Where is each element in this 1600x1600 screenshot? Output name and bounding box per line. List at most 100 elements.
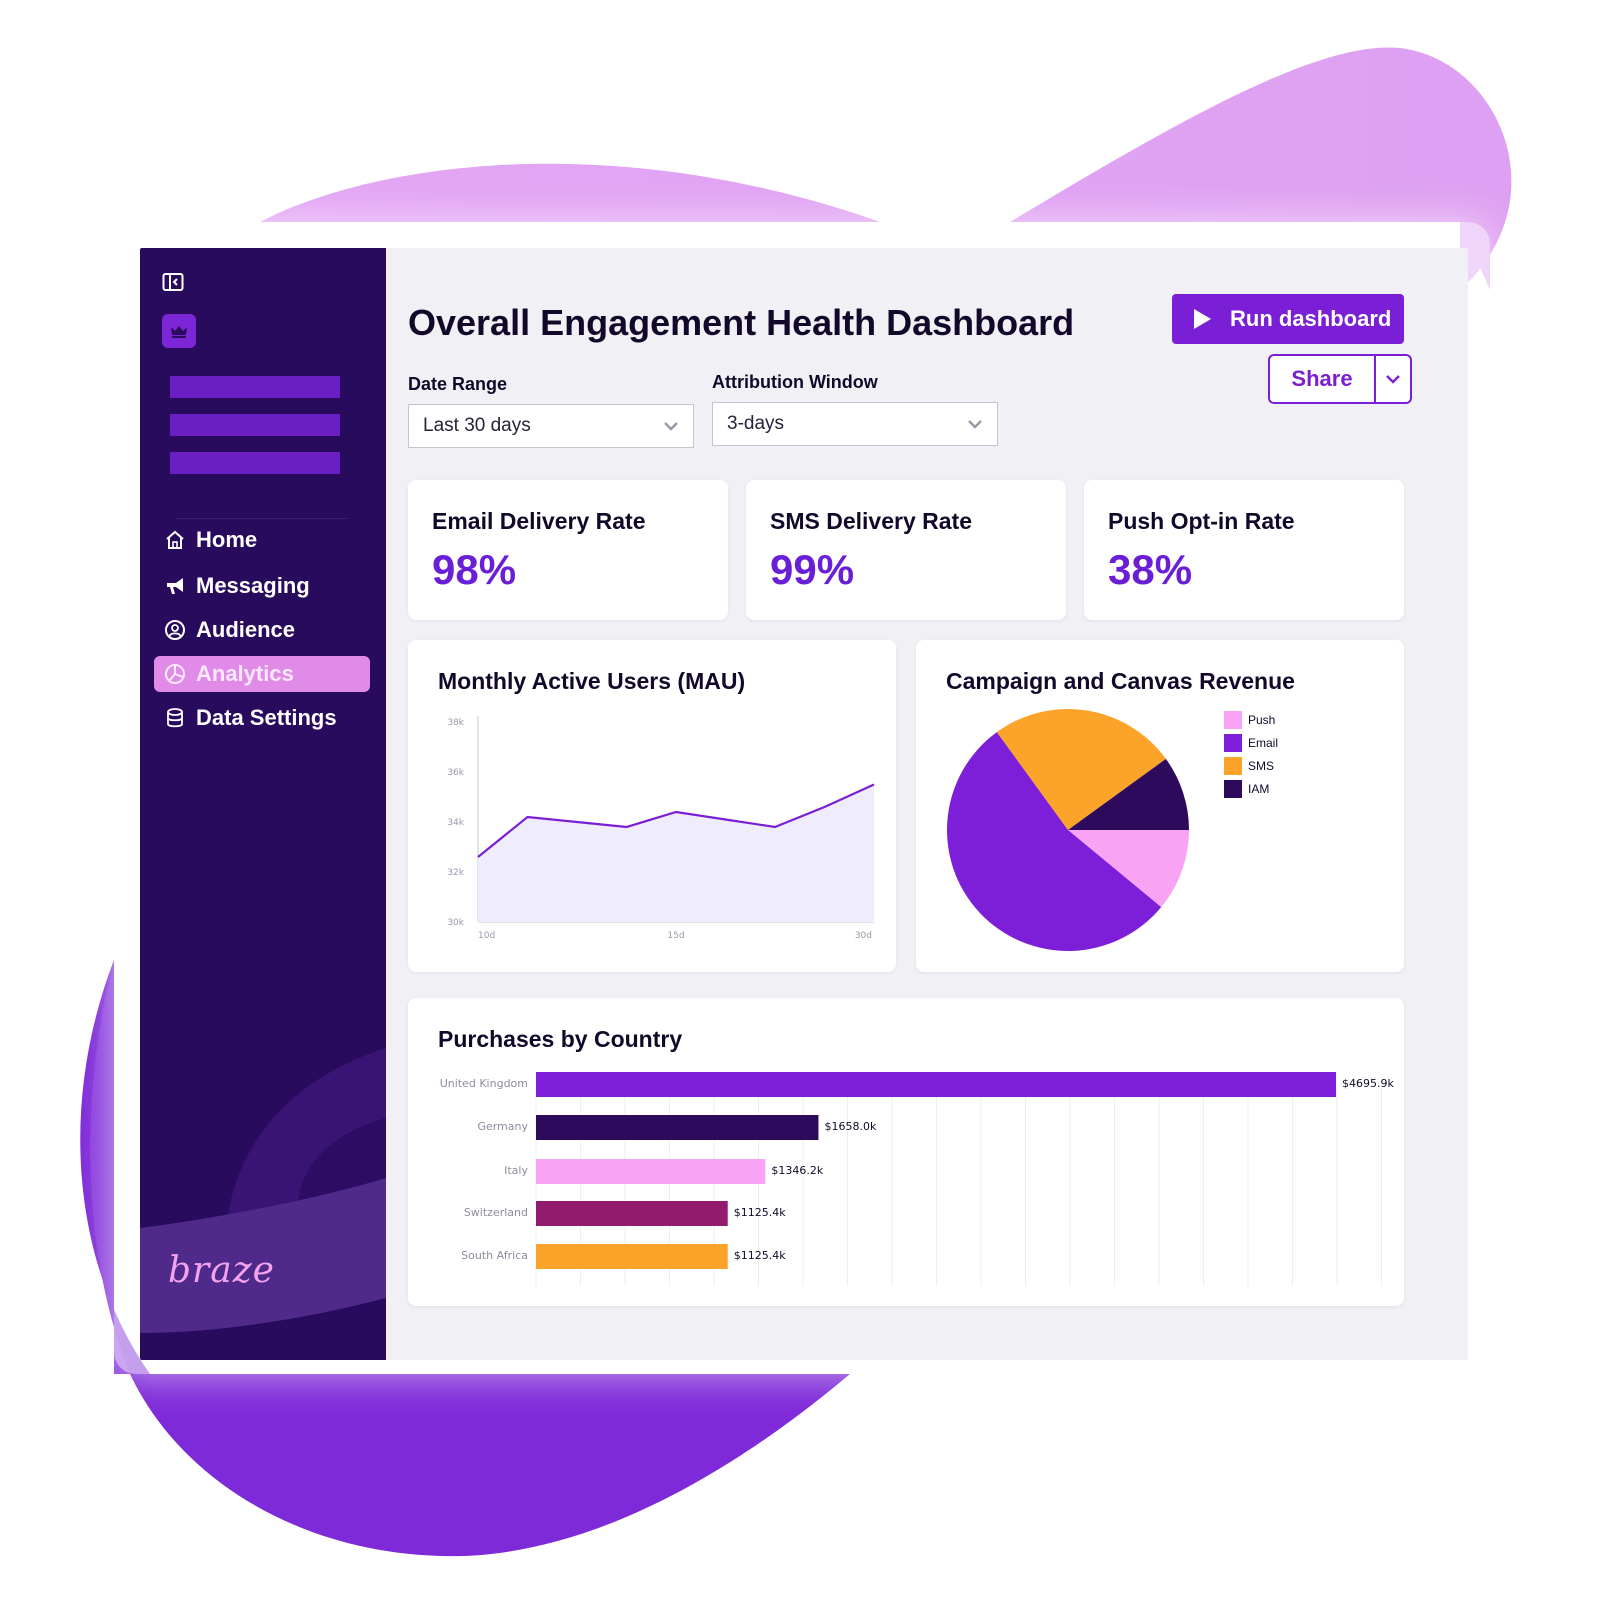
crown-icon[interactable]	[162, 314, 196, 348]
chart-title: Monthly Active Users (MAU)	[438, 668, 746, 694]
legend-swatch	[1224, 756, 1242, 775]
sidebar-placeholder-bar	[170, 376, 340, 398]
x-tick-label: 10d	[478, 931, 495, 941]
legend-swatch	[1224, 710, 1242, 729]
legend-swatch	[1224, 733, 1242, 752]
play-icon	[1194, 309, 1211, 329]
sidebar-item-label: Home	[196, 527, 258, 552]
bar-south-africa	[536, 1244, 728, 1269]
purchases-bar-chart: United Kingdom $4695.9k Germany $1658.0k Ita…	[440, 1072, 1394, 1286]
kpi-card-email: Email Delivery Rate 98%	[408, 480, 728, 620]
kpi-label: Email Delivery Rate	[432, 508, 646, 534]
y-tick-label: 38k	[447, 718, 464, 728]
chevron-down-icon	[968, 420, 982, 429]
mau-line	[477, 783, 875, 858]
legend-label: Push	[1248, 712, 1276, 727]
date-range-label: Date Range	[408, 374, 508, 394]
revenue-pie-chart	[947, 709, 1189, 951]
sidebar-item-label: Audience	[196, 617, 296, 642]
y-tick-label: 34k	[447, 818, 464, 828]
brand-logo: braze	[168, 1250, 275, 1291]
kpi-label: Push Opt-in Rate	[1108, 508, 1295, 534]
kpi-card-sms: SMS Delivery Rate 99%	[746, 480, 1066, 620]
y-tick-label: 36k	[447, 768, 464, 778]
megaphone-icon	[167, 578, 183, 594]
dashboard-window: Home Messaging Audience Analytics Data S…	[140, 248, 1468, 1360]
date-range-value: Last 30 days	[423, 415, 531, 436]
bar-value-label: $4695.9k	[1342, 1077, 1394, 1090]
category-label: Germany	[477, 1120, 528, 1133]
category-label: South Africa	[461, 1249, 528, 1262]
pie-slice-iam	[1068, 758, 1189, 830]
bar-united-kingdom	[536, 1072, 1336, 1097]
sidebar: Home Messaging Audience Analytics Data S…	[140, 248, 386, 1360]
legend-label: SMS	[1248, 758, 1275, 773]
chart-title: Campaign and Canvas Revenue	[946, 668, 1295, 694]
legend-swatch	[1224, 779, 1242, 798]
user-circle-icon	[165, 620, 185, 640]
category-label: United Kingdom	[440, 1077, 528, 1090]
bar-italy	[536, 1159, 766, 1184]
kpi-label: SMS Delivery Rate	[770, 508, 972, 534]
y-tick-label: 32k	[447, 868, 464, 878]
legend-label: IAM	[1248, 781, 1270, 796]
kpi-card-push: Push Opt-in Rate 38%	[1084, 480, 1404, 620]
attribution-window-select[interactable]: 3-days	[712, 402, 998, 446]
pie-slice-email	[947, 732, 1162, 951]
database-icon	[167, 708, 183, 728]
run-dashboard-button[interactable]: Run dashboard	[1172, 294, 1404, 344]
sidebar-item-label: Data Settings	[196, 705, 337, 730]
sidebar-item-home[interactable]: Home	[154, 522, 370, 558]
sidebar-item-analytics[interactable]: Analytics	[154, 656, 370, 692]
run-dashboard-label: Run dashboard	[1230, 306, 1392, 331]
bar-value-label: $1346.2k	[771, 1164, 823, 1177]
x-tick-label: 15d	[667, 931, 684, 941]
sidebar-item-audience[interactable]: Audience	[154, 612, 370, 648]
sidebar-item-messaging[interactable]: Messaging	[154, 568, 370, 604]
date-range-select[interactable]: Last 30 days	[408, 404, 694, 448]
kpi-value: 99%	[770, 546, 855, 593]
y-tick-label: 30k	[447, 918, 464, 928]
kpi-value: 38%	[1108, 546, 1193, 593]
sidebar-placeholder-bar	[170, 452, 340, 474]
mau-chart: 38k 36k 34k 32k 30k 10d 15d 30d	[447, 716, 875, 941]
sidebar-collapse-icon[interactable]	[162, 272, 184, 292]
purchases-chart-card: Purchases by Country United Kingdom $4695…	[408, 998, 1404, 1306]
share-dropdown-toggle[interactable]	[1376, 356, 1410, 402]
share-button-group: Share	[1268, 354, 1412, 404]
chart-title: Purchases by Country	[438, 1026, 683, 1052]
category-label: Switzerland	[464, 1206, 528, 1219]
revenue-chart-card: Campaign and Canvas Revenue Push Email SMS…	[916, 640, 1404, 972]
pie-slice-push	[1068, 830, 1189, 908]
bar-value-label: $1125.4k	[734, 1249, 786, 1262]
mau-chart-card: Monthly Active Users (MAU) 38k 36k 34k 32k 3…	[408, 640, 896, 972]
bar-value-label: $1658.0k	[824, 1120, 876, 1133]
attribution-window-label: Attribution Window	[712, 372, 878, 392]
attribution-window-value: 3-days	[727, 413, 785, 434]
mau-area	[478, 784, 874, 922]
category-label: Italy	[504, 1164, 528, 1177]
bar-value-label: $1125.4k	[734, 1206, 786, 1219]
chart-legend: Push Email SMS IAM	[1224, 708, 1278, 800]
sidebar-item-label: Analytics	[196, 661, 294, 686]
pie-slice-sms	[996, 709, 1166, 830]
main-content: Overall Engagement Health Dashboard Run …	[386, 248, 1468, 1360]
share-button[interactable]: Share	[1270, 356, 1376, 402]
sidebar-item-data-settings[interactable]: Data Settings	[154, 700, 370, 736]
page-title: Overall Engagement Health Dashboard	[408, 302, 1075, 343]
legend-label: Email	[1248, 735, 1279, 750]
bar-switzerland	[536, 1201, 728, 1226]
chevron-down-icon	[1386, 375, 1400, 384]
kpi-value: 98%	[432, 546, 517, 593]
sidebar-decoration	[140, 1048, 386, 1333]
chevron-down-icon	[664, 422, 678, 431]
pie-chart-icon	[165, 664, 185, 684]
legend-item: SMS	[1224, 754, 1278, 777]
sidebar-placeholder-bar	[170, 414, 340, 436]
legend-item: Email	[1224, 731, 1278, 754]
legend-item: IAM	[1224, 777, 1278, 800]
bar-germany	[536, 1115, 819, 1140]
x-tick-label: 30d	[855, 931, 872, 941]
home-icon	[166, 530, 184, 549]
